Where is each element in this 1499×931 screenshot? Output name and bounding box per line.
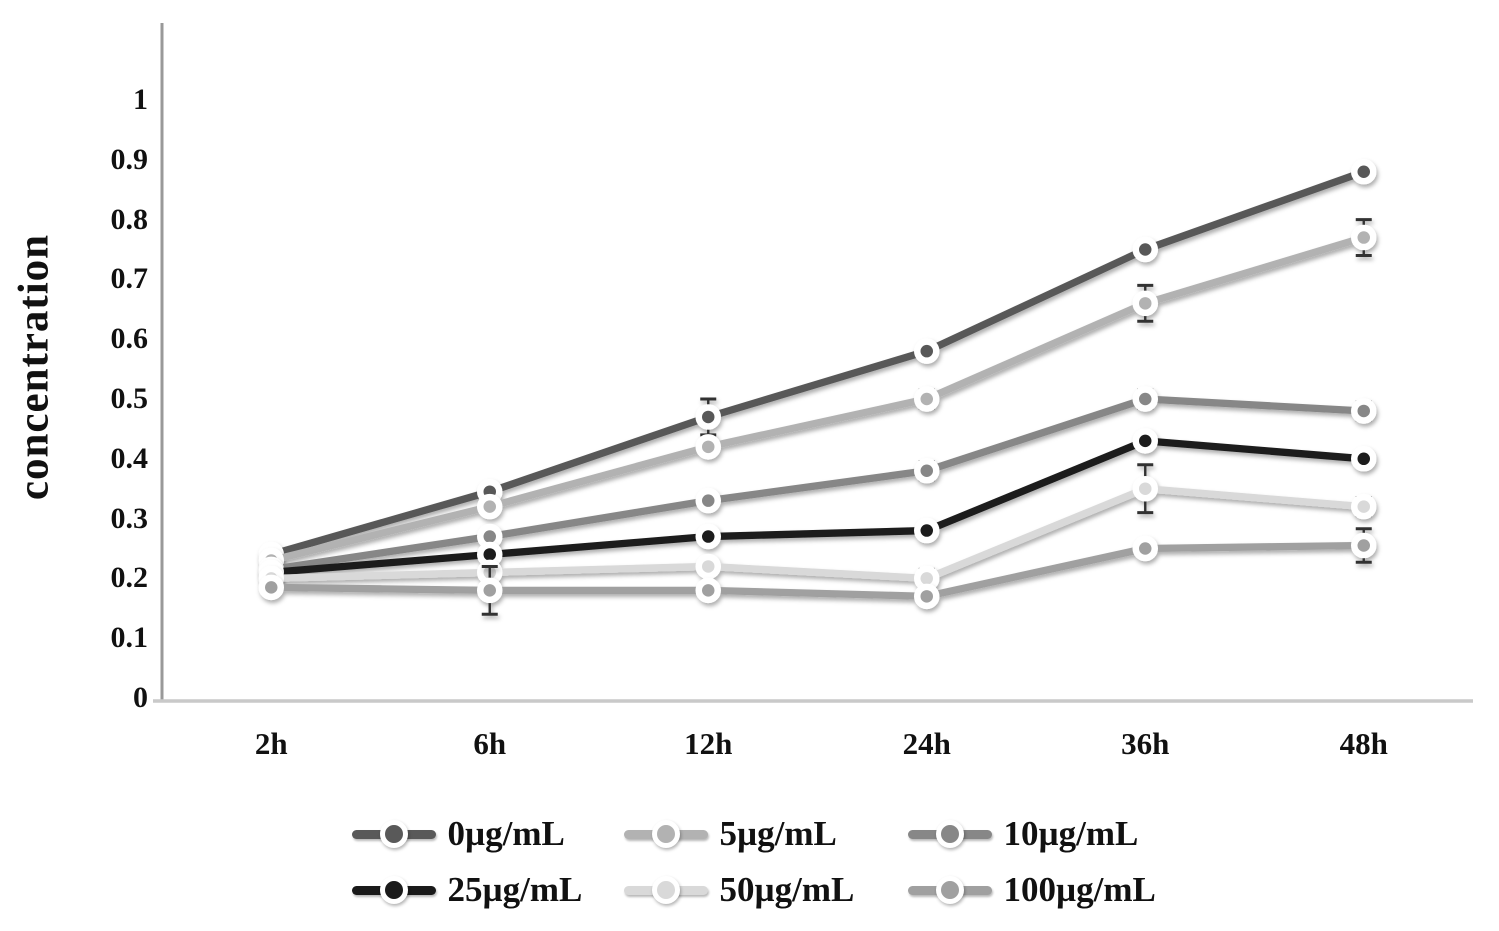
legend: 0µg/mL 5µg/mL 10µg/mL 25µg/mL 50µg/mL 100µg/m… bbox=[30, 808, 1499, 916]
y-tick-label: 0.3 bbox=[110, 501, 149, 535]
y-tick-label: 0 bbox=[133, 681, 148, 714]
data-point-marker bbox=[695, 523, 721, 550]
y-tick-label: 0.6 bbox=[110, 322, 149, 356]
legend-marker-icon bbox=[907, 875, 992, 905]
data-point-marker bbox=[1351, 398, 1377, 424]
data-point-marker bbox=[695, 434, 721, 460]
data-point-marker bbox=[1132, 428, 1158, 454]
series-line bbox=[267, 395, 1368, 574]
legend-label: 0µg/mL bbox=[447, 814, 565, 853]
data-point-marker bbox=[1351, 493, 1377, 520]
legend-row: 0µg/mL 5µg/mL 10µg/mL bbox=[351, 808, 1208, 860]
legend-item-0-g-ml: 0µg/mL bbox=[351, 814, 624, 854]
legend-item-25-g-ml: 25µg/mL bbox=[351, 870, 624, 910]
legend-label: 25µg/mL bbox=[447, 870, 583, 909]
y-tick-label: 0.7 bbox=[110, 262, 149, 296]
y-tick-label: 0.4 bbox=[110, 441, 149, 475]
series-5-g-ml bbox=[258, 218, 1377, 574]
data-point-marker bbox=[1351, 159, 1377, 185]
x-tick-label: 6h bbox=[473, 726, 507, 761]
data-point-marker bbox=[477, 577, 503, 604]
y-tick-label: 0.8 bbox=[110, 202, 149, 236]
x-tick-label: 2h bbox=[254, 726, 288, 761]
legend-dot bbox=[379, 820, 408, 848]
y-tick-label: 0.2 bbox=[110, 561, 149, 595]
y-tick-label: 0.5 bbox=[110, 382, 149, 415]
legend-dot bbox=[379, 876, 408, 904]
x-tick-label: 24h bbox=[902, 726, 951, 761]
data-point-marker bbox=[695, 553, 721, 580]
data-point-marker bbox=[914, 583, 940, 610]
data-point-marker bbox=[258, 574, 284, 601]
legend-item-100-g-ml: 100µg/mL bbox=[907, 870, 1208, 910]
legend-dot bbox=[935, 876, 964, 904]
legend-item-10-g-ml: 10µg/mL bbox=[907, 814, 1208, 854]
series-10-g-ml bbox=[258, 386, 1377, 583]
series-line bbox=[267, 541, 1368, 600]
x-tick-label: 12h bbox=[684, 726, 733, 761]
legend-dot bbox=[651, 820, 680, 848]
legend-marker-icon bbox=[623, 875, 708, 905]
legend-dot bbox=[651, 876, 680, 904]
legend-marker-icon bbox=[351, 819, 436, 849]
legend-label: 50µg/mL bbox=[719, 870, 855, 909]
legend-item-5-g-ml: 5µg/mL bbox=[623, 814, 908, 854]
y-tick-label: 0.9 bbox=[110, 142, 149, 176]
legend-item-50-g-ml: 50µg/mL bbox=[623, 870, 908, 910]
legend-label: 100µg/mL bbox=[1003, 870, 1156, 909]
data-point-marker bbox=[1351, 224, 1377, 251]
data-point-marker bbox=[695, 577, 721, 604]
x-tick-label: 36h bbox=[1121, 726, 1170, 761]
x-tick-label: 48h bbox=[1339, 726, 1388, 761]
y-tick-label: 0.1 bbox=[110, 621, 149, 655]
data-point-marker bbox=[1132, 475, 1158, 502]
legend-marker-icon bbox=[351, 875, 436, 905]
data-point-marker bbox=[695, 487, 721, 514]
legend-dot bbox=[935, 820, 964, 848]
series-100-g-ml bbox=[258, 527, 1377, 616]
data-point-marker bbox=[1132, 386, 1158, 412]
data-point-marker bbox=[1132, 236, 1158, 263]
series-line bbox=[267, 437, 1368, 577]
data-point-marker bbox=[1132, 535, 1158, 562]
legend-label: 10µg/mL bbox=[1003, 814, 1139, 853]
data-point-marker bbox=[1132, 290, 1158, 317]
legend-marker-icon bbox=[623, 819, 708, 849]
data-point-marker bbox=[914, 338, 940, 364]
y-tick-label: 1 bbox=[133, 83, 148, 116]
series-line bbox=[267, 168, 1368, 559]
data-point-marker bbox=[914, 458, 940, 484]
data-point-marker bbox=[1351, 532, 1377, 559]
legend-row: 25µg/mL 50µg/mL 100µg/mL bbox=[351, 864, 1208, 916]
data-point-marker bbox=[695, 404, 721, 430]
series-line bbox=[267, 485, 1368, 583]
data-point-marker bbox=[1351, 446, 1377, 472]
series-25-g-ml bbox=[258, 428, 1377, 586]
data-point-marker bbox=[914, 386, 940, 412]
series-0-g-ml bbox=[258, 159, 1377, 568]
legend-marker-icon bbox=[907, 819, 992, 849]
data-point-marker bbox=[477, 493, 503, 520]
legend-label: 5µg/mL bbox=[719, 814, 837, 853]
series-line bbox=[267, 233, 1368, 565]
data-point-marker bbox=[914, 517, 940, 544]
